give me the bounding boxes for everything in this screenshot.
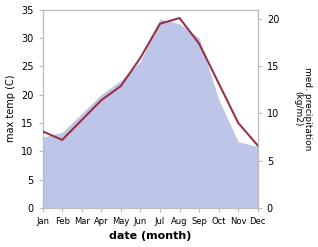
Y-axis label: max temp (C): max temp (C) [5,75,16,143]
Y-axis label: med. precipitation
(kg/m2): med. precipitation (kg/m2) [293,67,313,150]
X-axis label: date (month): date (month) [109,231,191,242]
